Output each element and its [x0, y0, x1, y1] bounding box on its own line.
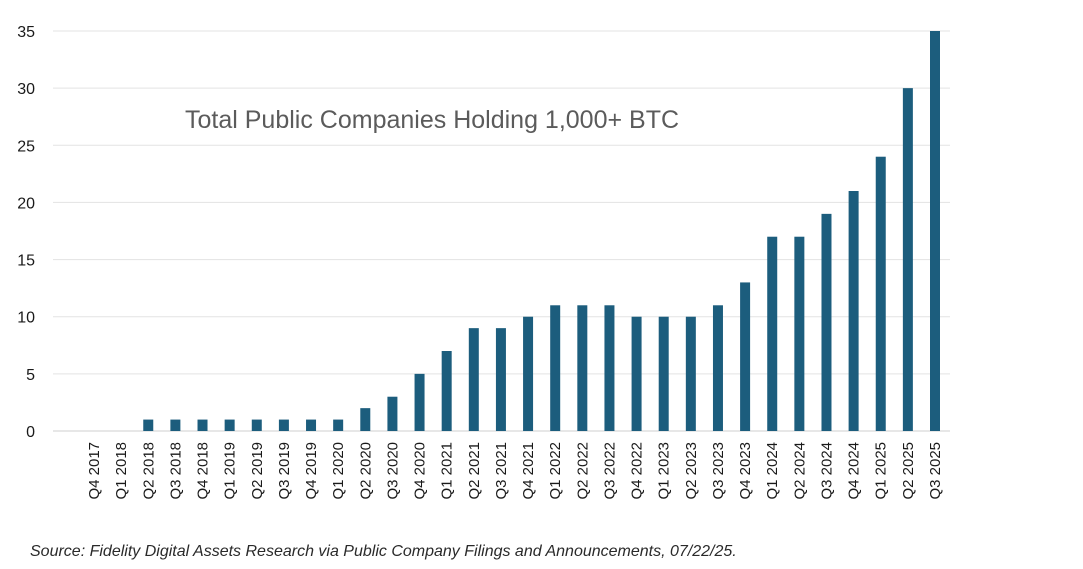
bar [577, 305, 588, 431]
x-tick-label: Q1 2024 [764, 442, 781, 500]
bar [143, 419, 154, 431]
x-tick-label: Q4 2018 [195, 442, 212, 500]
x-tick-label: Q1 2025 [873, 442, 890, 500]
bars [143, 31, 940, 432]
bar [685, 316, 696, 431]
bar [740, 282, 751, 431]
x-tick-label: Q4 2017 [86, 442, 103, 500]
bar [170, 419, 181, 431]
x-tick-label: Q1 2019 [222, 442, 239, 500]
x-tick-label: Q2 2023 [683, 442, 700, 500]
x-axis-tick-labels: Q4 2017 Q1 2018 Q2 2018 Q3 2018 Q4 2018 Q1 20… [86, 442, 944, 500]
y-tick-label: 35 [17, 24, 35, 41]
bar [902, 88, 913, 432]
bar [794, 236, 805, 431]
x-tick-label: Q3 2023 [710, 442, 727, 500]
x-tick-label: Q2 2021 [466, 442, 483, 500]
x-tick-label: Q4 2019 [303, 442, 320, 500]
bar [197, 419, 208, 431]
x-tick-label: Q3 2019 [276, 442, 293, 500]
x-tick-label: Q1 2020 [330, 442, 347, 500]
x-tick-label: Q4 2023 [737, 442, 754, 500]
bar [360, 408, 371, 431]
y-axis-tick-labels: 0 5 10 15 20 25 30 35 [17, 24, 35, 441]
bar [658, 316, 669, 431]
bar [523, 316, 534, 431]
x-tick-label: Q1 2018 [113, 442, 130, 500]
x-tick-label: Q1 2021 [439, 442, 456, 500]
bar [251, 419, 262, 431]
x-tick-label: Q1 2022 [547, 442, 564, 500]
bar [333, 419, 344, 431]
bar [495, 328, 506, 431]
x-tick-label: Q2 2022 [574, 442, 591, 500]
y-tick-label: 0 [26, 424, 35, 441]
x-tick-label: Q3 2022 [601, 442, 618, 500]
x-tick-label: Q3 2018 [167, 442, 184, 500]
bar [387, 396, 398, 431]
x-tick-label: Q2 2024 [791, 442, 808, 500]
x-tick-label: Q4 2021 [520, 442, 537, 500]
x-tick-label: Q4 2022 [629, 442, 646, 500]
y-tick-label: 25 [17, 138, 35, 155]
bar [550, 305, 561, 431]
bar [306, 419, 317, 431]
chart-title: Total Public Companies Holding 1,000+ BT… [185, 106, 679, 134]
x-tick-label: Q2 2020 [357, 442, 374, 500]
bar [712, 305, 723, 431]
y-tick-label: 10 [17, 310, 35, 327]
y-tick-label: 15 [17, 253, 35, 270]
x-tick-label: Q4 2024 [846, 442, 863, 500]
x-tick-label: Q4 2020 [412, 442, 429, 500]
bar [631, 316, 642, 431]
x-tick-label: Q2 2019 [249, 442, 266, 500]
bar [468, 328, 479, 431]
bar [278, 419, 289, 431]
x-tick-label: Q3 2025 [927, 442, 944, 500]
y-tick-label: 5 [26, 367, 35, 384]
bar [441, 351, 452, 431]
bar [875, 156, 886, 431]
x-tick-label: Q2 2018 [140, 442, 157, 500]
bar [414, 373, 425, 431]
x-tick-label: Q3 2024 [818, 442, 835, 500]
y-tick-label: 20 [17, 195, 35, 212]
bar [604, 305, 615, 431]
x-tick-label: Q3 2021 [493, 442, 510, 500]
bar [767, 236, 778, 431]
gridlines [53, 30, 950, 432]
bar [821, 213, 832, 431]
bar [224, 419, 235, 431]
x-tick-label: Q2 2025 [900, 442, 917, 500]
x-tick-label: Q1 2023 [656, 442, 673, 500]
bar [930, 31, 940, 431]
x-tick-label: Q3 2020 [384, 442, 401, 500]
y-tick-label: 30 [17, 81, 35, 98]
chart-source-note: Source: Fidelity Digital Assets Research… [30, 543, 737, 560]
bar [848, 191, 859, 431]
